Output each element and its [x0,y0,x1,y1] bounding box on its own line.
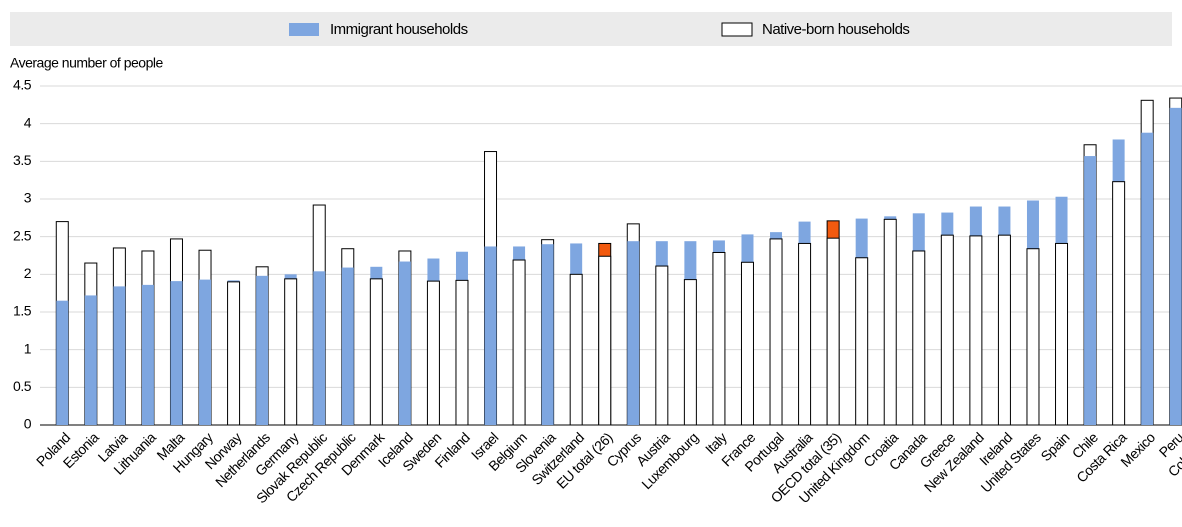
bar [997,234,1011,426]
bar [598,255,612,426]
bar [1084,156,1097,425]
bar [227,281,241,426]
bar [341,267,354,425]
bar [1141,132,1154,425]
x-tick-label: Spain [1037,429,1072,464]
y-axis-label: Average number of people [10,55,163,71]
bar [627,241,640,425]
bar [398,261,411,425]
bar [369,278,383,426]
legend-label: Immigrant households [330,21,468,38]
bar [512,259,526,426]
bar [940,234,954,426]
bar [113,286,126,425]
bar [56,300,69,425]
bar [541,244,554,425]
legend: Immigrant households Native-born househol… [289,21,910,38]
bar [912,250,926,426]
bar [141,284,154,425]
bar [1169,107,1182,425]
y-tick-label: 0.5 [13,378,32,394]
bar [313,271,326,425]
bars [55,97,1182,426]
legend-swatch [721,22,753,37]
bar [826,237,840,426]
bar [740,261,754,426]
bar [455,279,469,426]
y-tick-label: 2 [24,265,32,281]
bar [798,242,812,426]
bar [855,257,869,426]
y-tick-label: 1.5 [13,303,32,319]
bar [1026,248,1040,426]
legend-label: Native-born households [762,21,909,38]
bar [84,295,97,425]
y-tick-label: 3.5 [13,152,32,168]
y-tick-label: 3 [24,190,32,206]
bar [426,280,440,426]
y-tick-label: 4 [24,114,32,130]
y-tick-label: 1 [24,340,32,356]
y-tick-label: 2.5 [13,227,32,243]
bar [569,273,583,426]
bar [883,218,897,426]
bar [712,251,726,426]
y-tick-label: 0 [24,416,32,432]
bar [683,279,697,426]
bar [1055,242,1069,426]
y-tick-label: 4.5 [13,77,32,93]
bar [969,235,983,426]
bar [484,246,497,425]
bar [655,265,669,426]
bar [1112,181,1126,426]
bar [199,279,212,425]
bar [769,238,783,426]
legend-swatch [289,23,319,36]
bar [284,278,298,426]
bar [170,281,183,425]
bar [256,275,269,425]
legend-background [10,12,1172,46]
